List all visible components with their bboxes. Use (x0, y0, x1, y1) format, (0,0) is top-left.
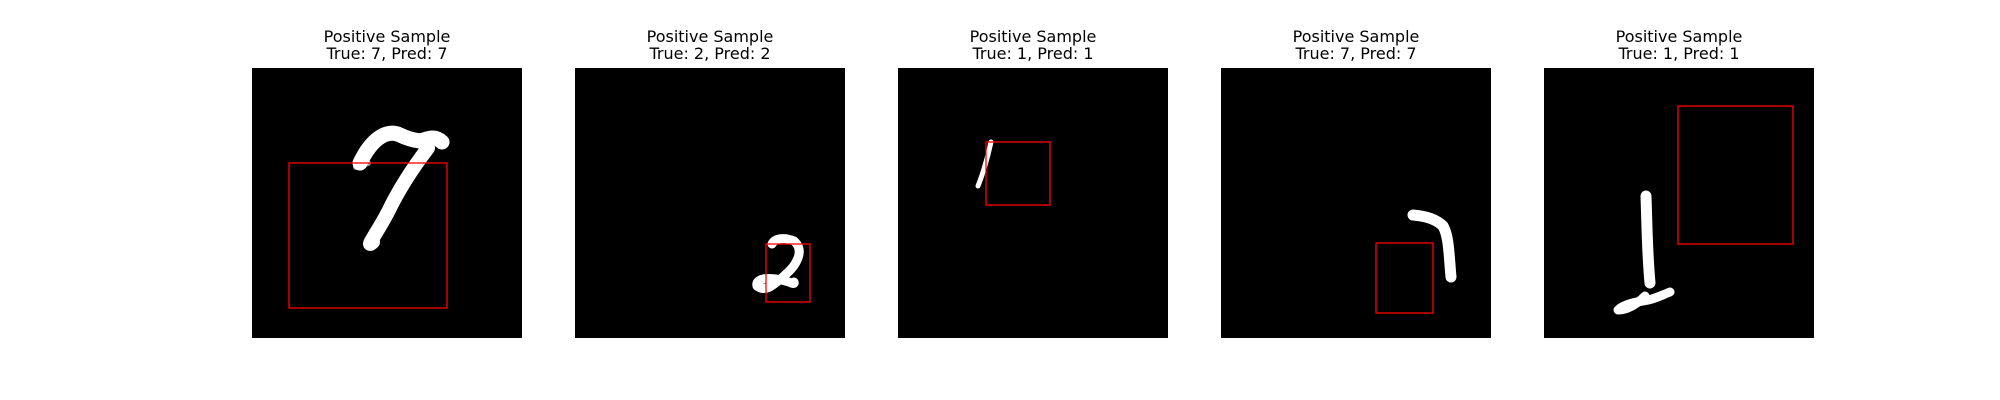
detection-box (765, 243, 811, 303)
digit-stroke (975, 139, 994, 189)
digit-stroke (1613, 190, 1675, 315)
panel-title: Positive Sample True: 1, Pred: 1 (1504, 28, 1854, 62)
sample-subtitle: True: 1, Pred: 1 (1618, 44, 1740, 63)
sample-panel-4: Positive Sample True: 7, Pred: 7 (1221, 0, 1491, 400)
image-background (575, 68, 845, 338)
sample-subtitle: True: 7, Pred: 7 (1295, 44, 1417, 63)
sample-subtitle: True: 1, Pred: 1 (972, 44, 1094, 63)
sample-title: Positive Sample (646, 27, 774, 46)
panel-title: Positive Sample True: 7, Pred: 7 (1181, 28, 1531, 62)
sample-subtitle: True: 2, Pred: 2 (649, 44, 771, 63)
digit-image (898, 68, 1168, 338)
digit-canvas (898, 68, 1168, 338)
panel-title: Positive Sample True: 7, Pred: 7 (212, 28, 562, 62)
sample-title: Positive Sample (1615, 27, 1743, 46)
detection-box (985, 141, 1051, 206)
sample-subtitle: True: 7, Pred: 7 (326, 44, 448, 63)
digit-image (252, 68, 522, 338)
digit-canvas (1221, 68, 1491, 338)
sample-panel-1: Positive Sample True: 7, Pred: 7 (252, 0, 522, 400)
digit-canvas (252, 68, 522, 338)
panel-title: Positive Sample True: 2, Pred: 2 (535, 28, 885, 62)
image-background (898, 68, 1168, 338)
digit-stroke (352, 125, 450, 251)
detection-box (1677, 105, 1794, 245)
sample-panel-2: Positive Sample True: 2, Pred: 2 (575, 0, 845, 400)
image-background (1544, 68, 1814, 338)
sample-title: Positive Sample (1292, 27, 1420, 46)
sample-panel-3: Positive Sample True: 1, Pred: 1 (898, 0, 1168, 400)
detection-box (288, 162, 448, 309)
digit-image (1544, 68, 1814, 338)
sample-title: Positive Sample (969, 27, 1097, 46)
image-background (1221, 68, 1491, 338)
digit-image (1221, 68, 1491, 338)
digit-canvas (575, 68, 845, 338)
digit-stroke (1407, 209, 1457, 283)
sample-panel-5: Positive Sample True: 1, Pred: 1 (1544, 0, 1814, 400)
digit-canvas (1544, 68, 1814, 338)
detection-box (1375, 242, 1434, 314)
panel-title: Positive Sample True: 1, Pred: 1 (858, 28, 1208, 62)
sample-title: Positive Sample (323, 27, 451, 46)
digit-stroke (752, 234, 804, 293)
digit-image (575, 68, 845, 338)
